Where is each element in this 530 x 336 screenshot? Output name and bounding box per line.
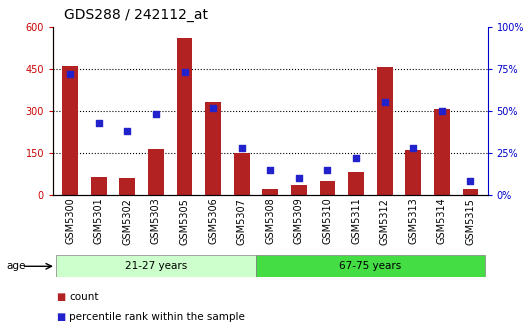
Point — [438, 108, 446, 114]
Point — [381, 100, 389, 105]
Bar — [256, 255, 485, 277]
Point — [266, 167, 275, 172]
Bar — [63, 66, 78, 195]
Point — [180, 70, 189, 75]
Text: 21-27 years: 21-27 years — [125, 261, 187, 271]
Point — [66, 71, 74, 77]
Point — [409, 145, 418, 151]
Text: count: count — [69, 292, 99, 302]
Text: 67-75 years: 67-75 years — [339, 261, 402, 271]
Bar — [377, 68, 393, 195]
Text: ■: ■ — [56, 292, 65, 302]
Point — [352, 155, 360, 161]
Text: percentile rank within the sample: percentile rank within the sample — [69, 312, 245, 322]
Bar — [56, 255, 256, 277]
Point — [123, 128, 131, 134]
Bar — [119, 178, 135, 195]
Bar — [320, 181, 335, 195]
Bar — [234, 154, 250, 195]
Bar — [91, 177, 107, 195]
Point — [209, 105, 217, 110]
Bar — [262, 189, 278, 195]
Bar — [205, 102, 221, 195]
Bar — [291, 185, 307, 195]
Bar — [348, 172, 364, 195]
Bar — [434, 110, 450, 195]
Text: age: age — [6, 261, 26, 271]
Point — [237, 145, 246, 151]
Bar — [148, 149, 164, 195]
Bar — [463, 189, 478, 195]
Text: ■: ■ — [56, 312, 65, 322]
Point — [466, 179, 475, 184]
Point — [295, 175, 303, 181]
Point — [323, 167, 332, 172]
Bar — [176, 38, 192, 195]
Point — [94, 120, 103, 125]
Bar — [405, 150, 421, 195]
Text: GDS288 / 242112_at: GDS288 / 242112_at — [64, 8, 208, 23]
Point — [152, 112, 160, 117]
